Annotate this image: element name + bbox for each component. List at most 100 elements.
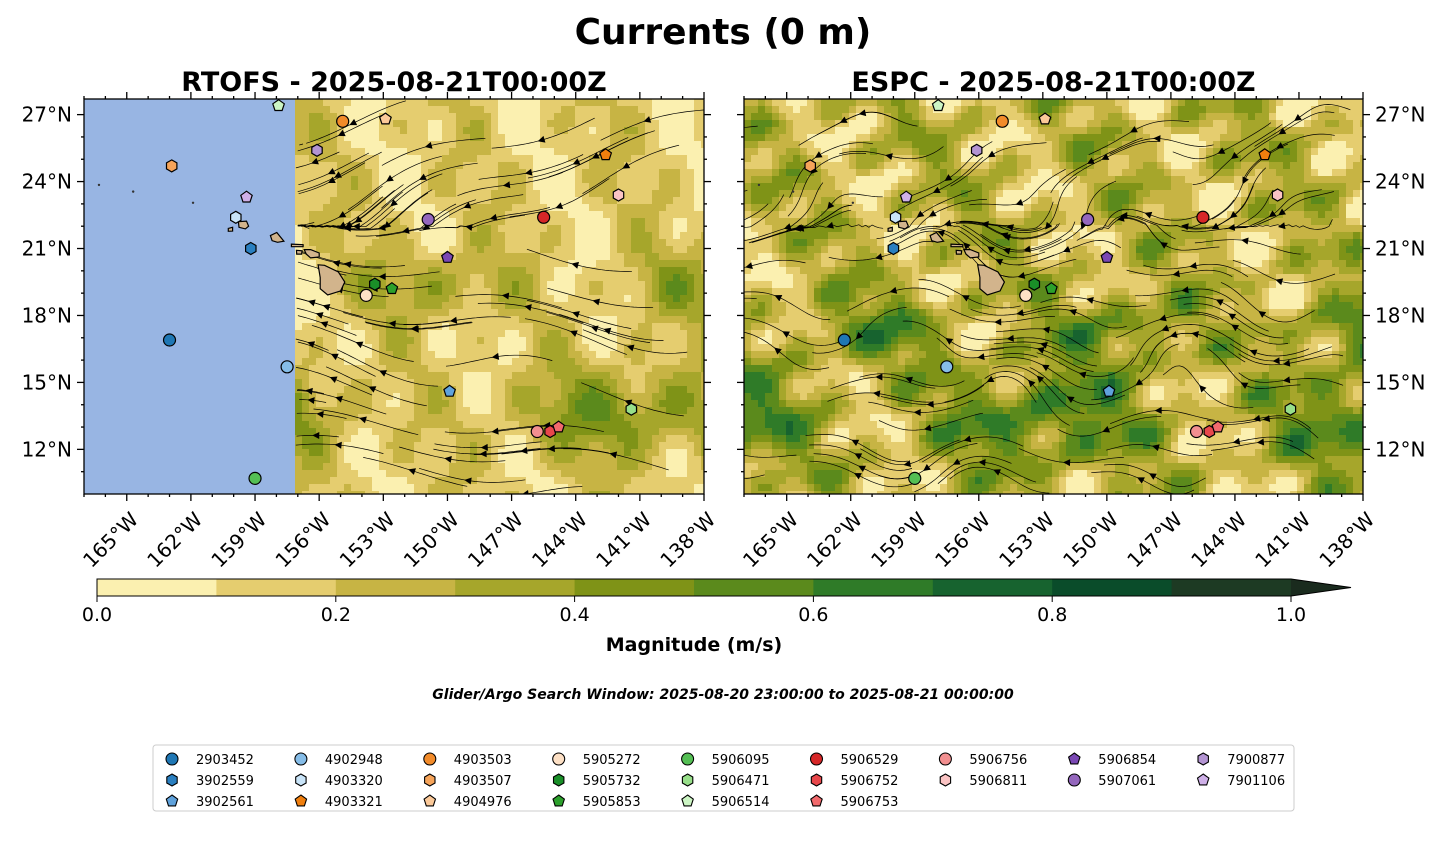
- float-4903507: [805, 160, 815, 172]
- float-7900877: [312, 144, 322, 156]
- float-4903503: [996, 115, 1008, 127]
- float-4903503: [337, 115, 349, 127]
- legend-marker: [940, 774, 950, 786]
- legend-label: 5907061: [1098, 774, 1156, 789]
- legend-label: 5905272: [583, 753, 641, 768]
- float-5905272: [360, 289, 372, 301]
- legend-label: 5906514: [712, 795, 770, 810]
- float-4902948: [941, 361, 953, 373]
- lat-tick-label: 12°N: [1375, 437, 1425, 461]
- colorbar-extend-arrow: [1291, 579, 1351, 596]
- float-2903452: [838, 334, 850, 346]
- lon-tick-label: 165°W: [78, 507, 143, 572]
- float-5906811: [613, 189, 623, 201]
- colorbar-segment: [336, 579, 456, 596]
- lon-tick-label: 156°W: [930, 507, 995, 572]
- legend-marker: [682, 753, 694, 765]
- colorbar-segment: [575, 579, 695, 596]
- lat-tick-label: 15°N: [22, 370, 72, 394]
- float-5905272: [1020, 289, 1032, 301]
- panel-title: RTOFS - 2025-08-21T00:00Z: [181, 67, 607, 98]
- lon-tick-label: 165°W: [738, 507, 803, 572]
- legend-marker: [167, 774, 177, 786]
- legend-label: 5906854: [1098, 753, 1156, 768]
- float-5906756: [1191, 426, 1203, 438]
- legend-label: 4903321: [325, 795, 383, 810]
- lon-tick-label: 138°W: [1314, 507, 1379, 572]
- colorbar-segment: [1172, 579, 1292, 596]
- legend-label: 5906811: [969, 774, 1027, 789]
- float-5906529: [538, 211, 550, 223]
- panel-title: ESPC - 2025-08-21T00:00Z: [851, 67, 1255, 98]
- legend-marker: [554, 774, 564, 786]
- float-5906529: [1197, 211, 1209, 223]
- legend-label: 4902948: [325, 753, 383, 768]
- lon-tick-label: 162°W: [802, 507, 867, 572]
- legend-label: 5905853: [583, 795, 641, 810]
- float-7900877: [972, 144, 982, 156]
- legend-marker: [553, 753, 565, 765]
- legend-label: 3902561: [196, 795, 254, 810]
- float-3902559: [888, 243, 898, 255]
- lon-tick-label: 150°W: [1058, 507, 1123, 572]
- legend-label: 7901106: [1227, 774, 1285, 789]
- lat-tick-label: 24°N: [22, 170, 72, 194]
- legend-marker: [811, 774, 821, 786]
- legend-label: 5906756: [969, 753, 1027, 768]
- lat-tick-label: 24°N: [1375, 170, 1425, 194]
- colorbar-tick-label: 0.0: [82, 604, 112, 626]
- legend-marker: [939, 753, 951, 765]
- legend-marker: [682, 774, 692, 786]
- figure-title: Currents (0 m): [575, 12, 872, 53]
- lat-tick-label: 21°N: [1375, 237, 1425, 261]
- colorbar-segment: [933, 579, 1053, 596]
- colorbar-tick-label: 0.2: [321, 604, 351, 626]
- float-4903507: [167, 160, 177, 172]
- float-5906095: [249, 472, 261, 484]
- legend-marker: [1068, 774, 1080, 786]
- lon-tick-label: 156°W: [270, 507, 335, 572]
- legend-label: 4904976: [454, 795, 512, 810]
- colorbar-segment: [813, 579, 933, 596]
- colorbar-tick-label: 1.0: [1276, 604, 1306, 626]
- legend-label: 5906095: [712, 753, 770, 768]
- lon-tick-label: 144°W: [1186, 507, 1251, 572]
- float-5905732: [370, 278, 380, 290]
- lon-tick-label: 147°W: [1122, 507, 1187, 572]
- colorbar-label: Magnitude (m/s): [606, 634, 783, 656]
- lon-tick-label: 162°W: [142, 507, 207, 572]
- colorbar-segment: [1052, 579, 1172, 596]
- float-5907061: [1082, 214, 1094, 226]
- lat-tick-label: 27°N: [22, 103, 72, 127]
- lon-tick-label: 159°W: [866, 507, 931, 572]
- lon-tick-label: 138°W: [655, 507, 720, 572]
- float-5906095: [909, 472, 921, 484]
- lon-tick-label: 150°W: [399, 507, 464, 572]
- legend-marker: [166, 753, 178, 765]
- legend-label: 4903507: [454, 774, 512, 789]
- legend-label: 4903503: [454, 753, 512, 768]
- float-4903320: [890, 211, 900, 223]
- float-5906756: [531, 426, 543, 438]
- lat-tick-label: 18°N: [22, 303, 72, 327]
- float-4903320: [231, 211, 241, 223]
- legend-label: 5906471: [712, 774, 770, 789]
- float-5906471: [626, 403, 636, 415]
- legend-label: 2903452: [196, 753, 254, 768]
- legend-label: 4903320: [325, 774, 383, 789]
- lat-tick-label: 21°N: [22, 237, 72, 261]
- lon-tick-label: 153°W: [994, 507, 1059, 572]
- legend-label: 5906753: [841, 795, 899, 810]
- legend-label: 3902559: [196, 774, 254, 789]
- legend-label: 5905732: [583, 774, 641, 789]
- lon-tick-label: 141°W: [591, 507, 656, 572]
- colorbar-segment: [97, 579, 217, 596]
- float-5906471: [1285, 403, 1295, 415]
- legend-marker: [425, 774, 435, 786]
- float-5906811: [1272, 189, 1282, 201]
- float-5907061: [422, 214, 434, 226]
